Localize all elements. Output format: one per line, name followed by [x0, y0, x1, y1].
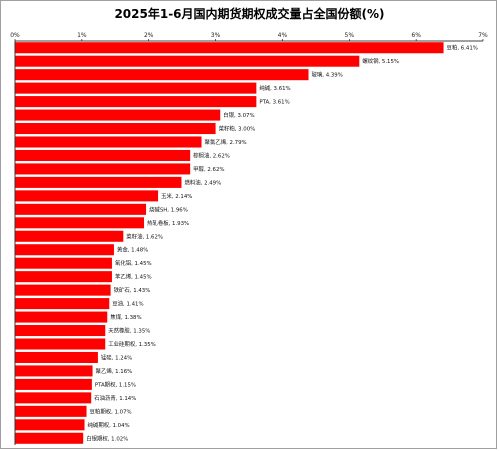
bar: [15, 123, 216, 135]
x-tick-label: 5%: [345, 32, 355, 39]
bar: [15, 284, 111, 296]
bar: [15, 96, 257, 108]
data-label: 白银, 3.07%: [223, 111, 254, 119]
bar: [15, 136, 202, 148]
data-label: 热轧卷板, 1.93%: [147, 219, 189, 227]
data-label: 豆粕, 6.41%: [447, 44, 478, 52]
data-label: 玻璃, 4.39%: [312, 71, 343, 79]
data-label: 豆油, 1.41%: [112, 300, 143, 308]
bar: [15, 325, 106, 337]
data-label: 天然橡胶, 1.35%: [108, 327, 150, 335]
bar: [15, 271, 112, 283]
bar: [15, 82, 257, 94]
data-label: 白银期权, 1.02%: [86, 434, 128, 442]
data-label: 豆粕期权, 1.07%: [90, 407, 132, 415]
bar: [15, 42, 444, 54]
data-label: 黄金, 1.48%: [117, 246, 148, 254]
bar: [15, 69, 309, 81]
data-label: 烧碱SH, 1.96%: [149, 205, 188, 213]
chart-title: 2025年1-6月国内期货期权成交量占全国份额(%): [114, 7, 385, 21]
bar: [15, 55, 360, 67]
bar: [15, 298, 110, 310]
x-tick-label: 3%: [211, 32, 221, 39]
bar: [15, 149, 191, 161]
data-label: PTA期权, 1.15%: [95, 380, 136, 388]
data-label: 玉米, 2.14%: [161, 192, 192, 200]
bar: [15, 203, 147, 215]
bar: [15, 378, 92, 390]
data-label: 菜籽粕, 3.00%: [219, 125, 256, 133]
x-tick-label: 0%: [10, 32, 20, 39]
data-label: 聚乙烯, 1.16%: [96, 367, 133, 375]
data-label: 聚氯乙烯, 2.79%: [205, 138, 247, 146]
x-tick-label: 4%: [278, 32, 288, 39]
x-tick-label: 6%: [411, 32, 421, 39]
data-label: PTA, 3.61%: [259, 100, 289, 106]
data-label: 苯乙烯, 1.45%: [115, 273, 152, 281]
bar: [15, 257, 112, 269]
bar: [15, 190, 159, 202]
data-label: 石油沥青, 1.14%: [94, 394, 136, 402]
bar: [15, 217, 145, 229]
x-tick-label: 1%: [77, 32, 87, 39]
bar: [15, 244, 114, 256]
data-label: 甲醇, 2.62%: [193, 165, 224, 173]
data-label: 铁矿石, 1.43%: [114, 286, 151, 294]
data-label: 菜籽油, 1.62%: [126, 232, 163, 240]
data-label: 燃料油, 2.49%: [184, 178, 221, 186]
data-label: 棕榈油, 2.62%: [193, 151, 230, 159]
data-label: 纯碱, 3.61%: [259, 84, 290, 92]
data-label: 锰硅, 1.24%: [101, 353, 132, 361]
bar: [15, 311, 108, 323]
bar: [15, 176, 182, 188]
bar: [15, 230, 124, 242]
bar: [15, 405, 87, 417]
x-tick-label: 2%: [144, 32, 154, 39]
bar: [15, 109, 221, 121]
bar: [15, 419, 85, 431]
bar: [15, 351, 98, 363]
data-label: 工业硅期权, 1.35%: [108, 340, 156, 348]
bar: [15, 163, 191, 175]
bar: [15, 365, 93, 377]
data-label: 纯碱期权, 1.04%: [88, 421, 130, 429]
data-label: 螺纹钢, 5.15%: [362, 57, 399, 65]
bar: [15, 432, 84, 444]
bar: [15, 338, 106, 350]
data-label: 焦煤, 1.38%: [110, 313, 141, 321]
bar: [15, 392, 92, 404]
x-tick-label: 7%: [478, 32, 488, 39]
data-label: 氧化铝, 1.45%: [115, 259, 152, 267]
